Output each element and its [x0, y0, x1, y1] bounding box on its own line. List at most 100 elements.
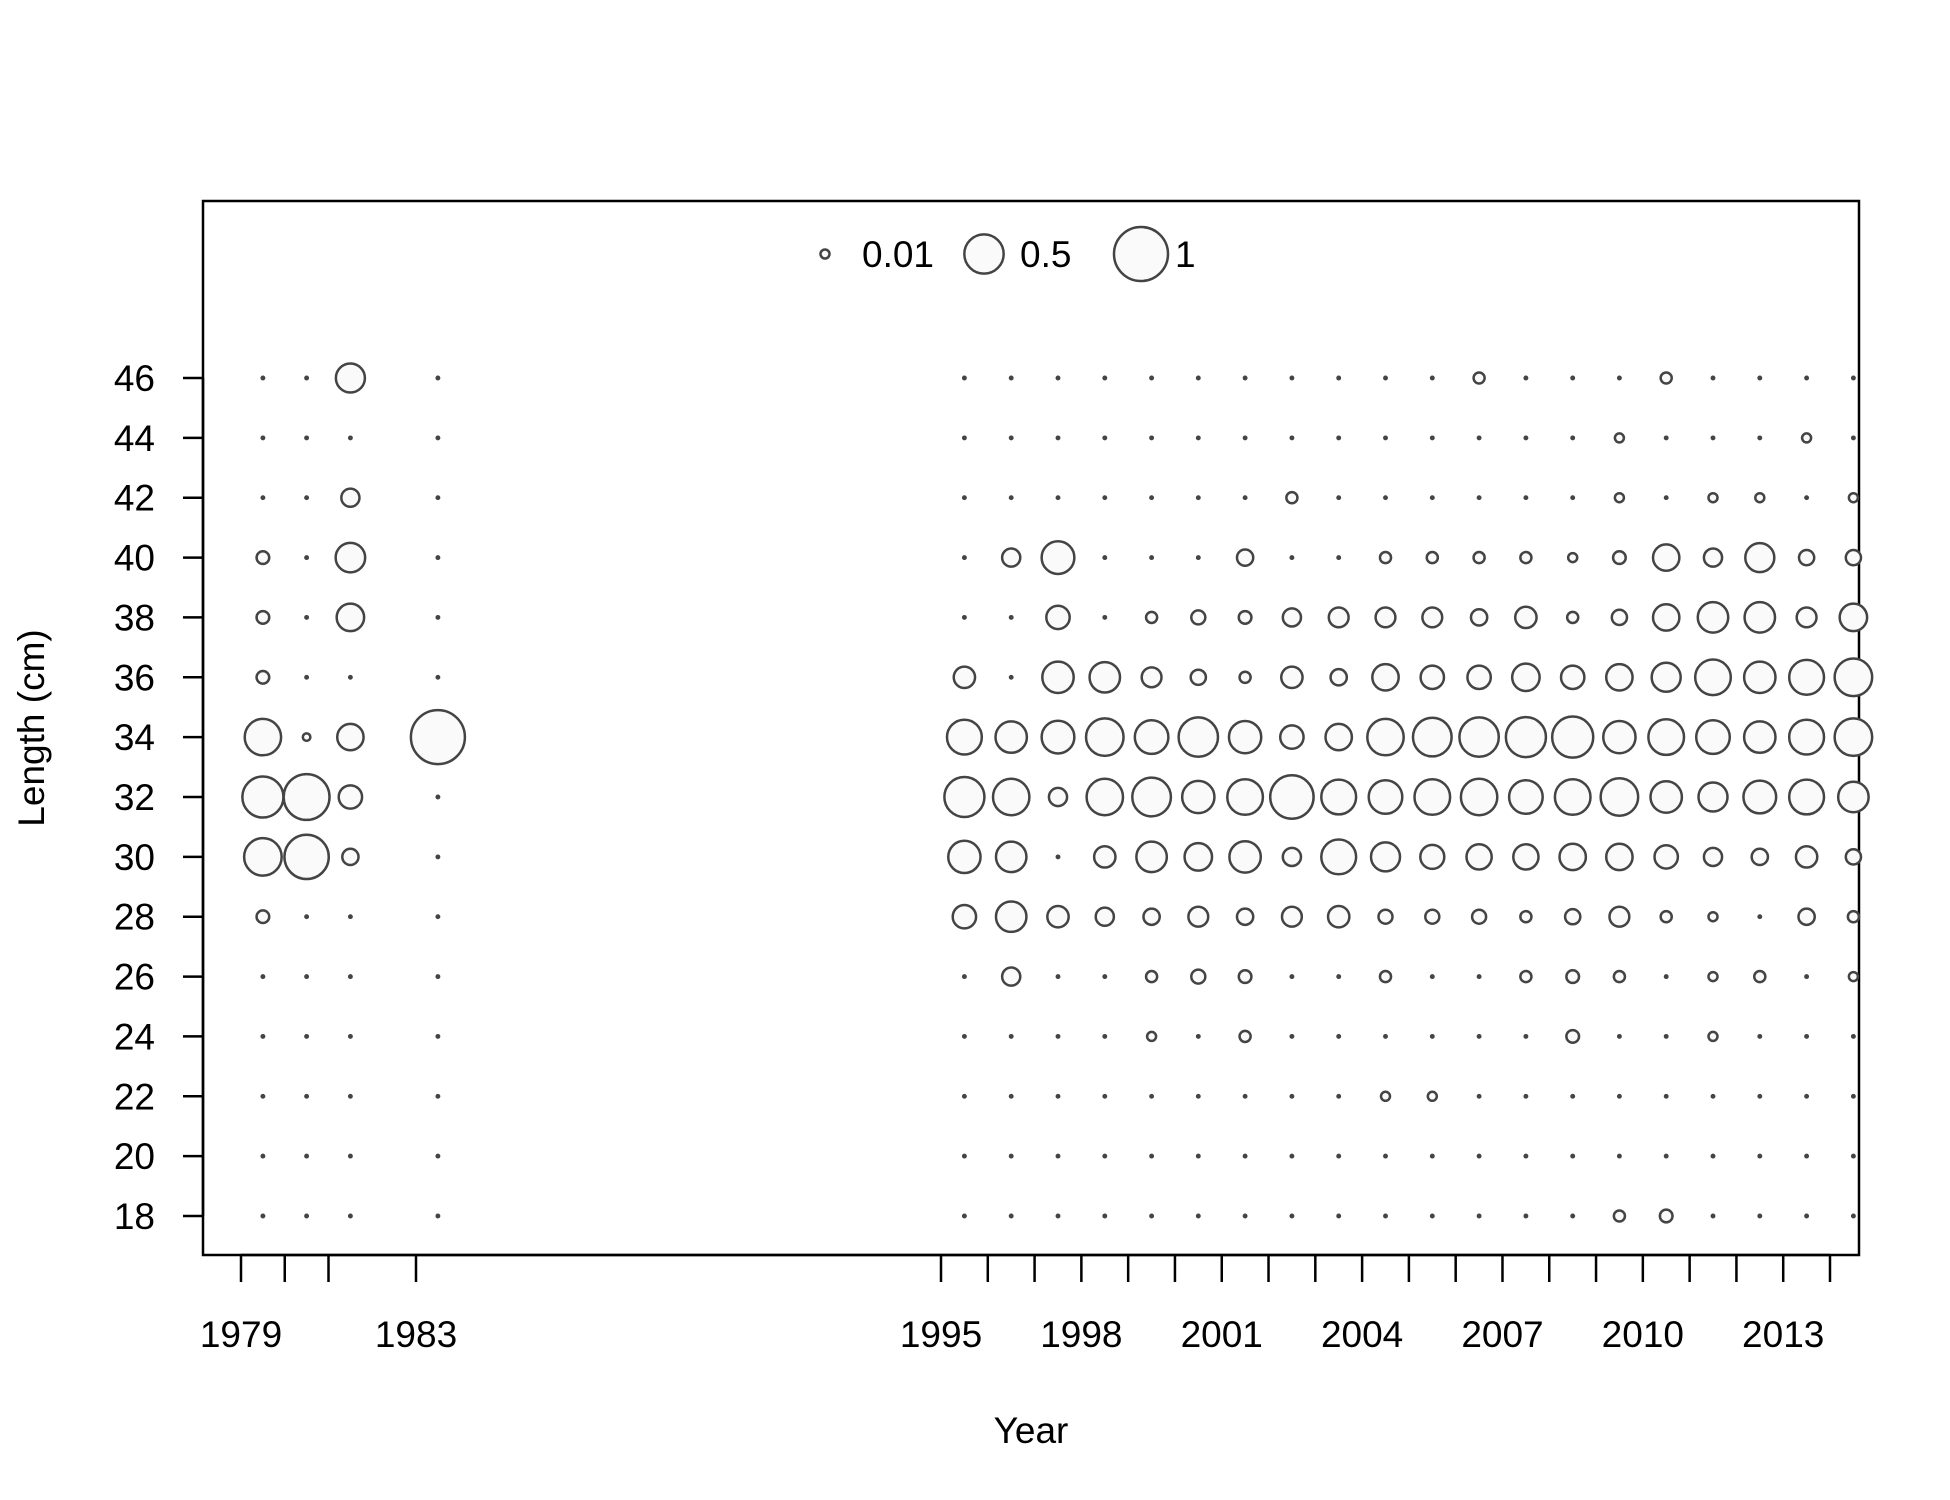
bubble: [1523, 1033, 1529, 1039]
bubble: [1008, 375, 1014, 381]
bubble: [1804, 1093, 1810, 1099]
y-tick-label: 38: [114, 597, 155, 638]
bubble: [943, 775, 986, 819]
bubble: [1658, 1208, 1674, 1224]
bubble: [255, 550, 271, 566]
bubble: [1149, 1213, 1155, 1219]
bubble: [1411, 716, 1453, 758]
bubble: [435, 375, 441, 381]
bubble: [304, 435, 310, 441]
bubble: [1558, 842, 1588, 872]
bubble: [1694, 719, 1732, 756]
bubble: [1195, 495, 1201, 501]
bubble: [1710, 1213, 1716, 1219]
bubble: [961, 555, 967, 561]
y-tick-label: 18: [114, 1196, 155, 1237]
bubbles: [241, 362, 1874, 1224]
bubble: [304, 674, 310, 680]
bubble: [1663, 435, 1669, 441]
bubble: [435, 974, 441, 980]
bubble: [1613, 432, 1626, 444]
bubble: [1476, 435, 1482, 441]
bubble: [1149, 1093, 1155, 1099]
bubble: [347, 1093, 353, 1099]
bubble: [1570, 375, 1576, 381]
bubble: [1850, 435, 1856, 441]
bubble: [1559, 664, 1586, 691]
bubble: [260, 435, 266, 441]
bubble: [1523, 1213, 1529, 1219]
bubble: [1268, 774, 1315, 820]
bubble: [1140, 666, 1163, 689]
y-tick-label: 26: [114, 957, 155, 998]
bubble: [304, 495, 310, 501]
bubble: [1604, 842, 1634, 872]
bubble: [1616, 1093, 1622, 1099]
bubble: [1429, 1213, 1435, 1219]
bubble: [1469, 608, 1489, 627]
bubble: [1742, 720, 1777, 755]
bubble: [1055, 1033, 1061, 1039]
bubble: [1566, 551, 1579, 564]
bubble: [1374, 606, 1397, 629]
bubble: [1504, 715, 1548, 759]
bubble: [1513, 605, 1538, 630]
x-tick-label: 1983: [375, 1314, 457, 1355]
x-tick-label: 1998: [1040, 1314, 1122, 1355]
bubble: [961, 495, 967, 501]
bubble: [1336, 435, 1342, 441]
bubble: [1847, 491, 1860, 504]
bubble: [1195, 1093, 1201, 1099]
bubble: [1085, 777, 1125, 817]
bubble: [1371, 662, 1400, 692]
bubble: [1102, 555, 1108, 561]
bubble: [1102, 974, 1108, 980]
bubble: [1742, 660, 1777, 695]
bubble: [1659, 371, 1673, 385]
bubble: [1804, 1213, 1810, 1219]
bubble: [1753, 969, 1767, 984]
bubble: [435, 1153, 441, 1159]
bubble: [1055, 854, 1061, 860]
bubble: [1429, 1153, 1435, 1159]
bubble: [260, 1093, 266, 1099]
bubble: [435, 794, 441, 800]
bubble: [961, 435, 967, 441]
bubble: [1850, 1153, 1856, 1159]
bubble: [1744, 541, 1776, 574]
bubble: [255, 909, 271, 925]
bubble: [1383, 1213, 1388, 1219]
bubble: [304, 1153, 310, 1159]
bubble: [1476, 1213, 1482, 1219]
bubble: [1472, 371, 1486, 385]
bubble: [1696, 600, 1730, 634]
bubble: [1329, 667, 1349, 687]
bubble: [1563, 907, 1582, 926]
bubble: [347, 1033, 353, 1039]
bubble: [1663, 495, 1669, 501]
bubble: [1742, 779, 1778, 815]
bubble: [1336, 495, 1342, 501]
bubble: [1055, 974, 1061, 980]
bubble: [1377, 908, 1394, 925]
bubble: [947, 839, 982, 875]
bubble: [1850, 1033, 1856, 1039]
bubble: [1610, 608, 1629, 627]
bubble: [1378, 550, 1393, 565]
bubble: [1476, 1153, 1482, 1159]
bubble: [1149, 375, 1155, 381]
bubble: [1429, 1033, 1435, 1039]
bubble: [1757, 914, 1763, 920]
bubble: [241, 775, 285, 819]
bubble: [1367, 778, 1404, 816]
bubble: [1659, 909, 1673, 924]
y-axis: 18 20 22 24 26 28 30 32 34 36 38 40 42 44 46: [114, 358, 205, 1237]
bubble: [1507, 778, 1544, 816]
bubble: [1242, 435, 1248, 441]
x-tick-label: 2010: [1602, 1314, 1684, 1355]
bubble: [1226, 777, 1265, 817]
bubble: [1800, 432, 1813, 444]
bubble: [1289, 555, 1295, 561]
bubble: [1289, 1213, 1295, 1219]
bubble: [1195, 1213, 1201, 1219]
